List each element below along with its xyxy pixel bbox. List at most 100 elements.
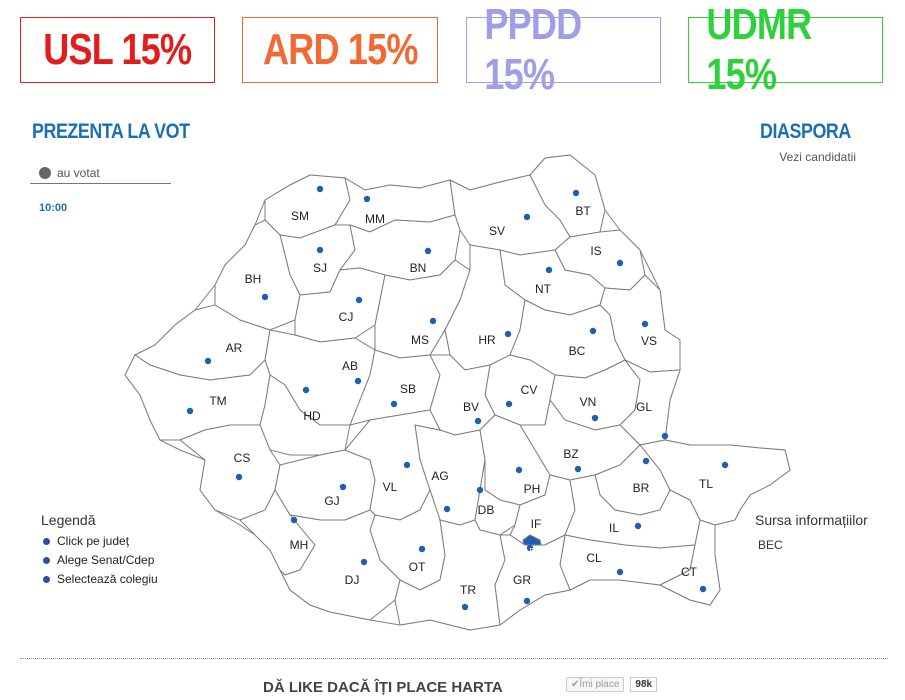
county-marker-tr[interactable] [461, 603, 469, 611]
legend-item-label: Alege Senat/Cdep [57, 553, 155, 567]
turnout-time[interactable]: 10:00 [39, 202, 68, 214]
county-marker-bv[interactable] [474, 417, 482, 425]
county-marker-gr[interactable] [523, 597, 531, 605]
voted-toggle[interactable]: au votat [30, 162, 171, 184]
legend-item-senate: Alege Senat/Cdep [43, 553, 158, 567]
county-label-hr: HR [478, 333, 496, 347]
county-label-ph: PH [524, 482, 541, 496]
county-marker-nt[interactable] [545, 266, 553, 274]
county-marker-ot[interactable] [418, 545, 426, 553]
party-ppdd-button[interactable]: PPDD 15% [466, 0, 661, 99]
county-marker-mm[interactable] [363, 195, 371, 203]
county-marker-vs[interactable] [641, 320, 649, 328]
county-label-db: DB [478, 503, 495, 517]
party-udmr-button[interactable]: UDMR 15% [688, 0, 883, 99]
like-count: 98k [630, 677, 658, 692]
county-marker-bc[interactable] [589, 327, 597, 335]
bullet-icon [43, 556, 50, 564]
county-marker-vn[interactable] [591, 414, 599, 422]
county-label-mm: MM [365, 212, 385, 226]
county-label-ab: AB [342, 359, 358, 373]
facebook-like: ✔Îmi place 98k [566, 677, 658, 692]
county-label-vn: VN [580, 395, 597, 409]
county-label-tl: TL [699, 477, 713, 491]
like-button[interactable]: ✔Îmi place [566, 677, 625, 692]
county-label-ct: CT [681, 565, 698, 579]
county-marker-mh[interactable] [290, 516, 298, 524]
county-marker-ct[interactable] [699, 585, 707, 593]
county-marker-ms[interactable] [429, 317, 437, 325]
county-label-gr: GR [513, 573, 531, 587]
county-marker-cj[interactable] [355, 296, 363, 304]
county-marker-cv[interactable] [505, 400, 513, 408]
county-marker-ar[interactable] [204, 357, 212, 365]
county-label-bh: BH [245, 272, 262, 286]
county-label-ms: MS [411, 333, 429, 347]
county-marker-il[interactable] [634, 522, 642, 530]
county-bv[interactable] [429, 354, 496, 436]
county-marker-bt[interactable] [572, 189, 580, 197]
county-marker-if[interactable] [526, 544, 534, 552]
divider [20, 658, 888, 659]
county-label-ag: AG [431, 469, 448, 483]
legend-item-label: Click pe județ [57, 534, 130, 548]
county-marker-gj[interactable] [339, 483, 347, 491]
voted-label: au votat [57, 165, 100, 180]
county-marker-dj[interactable] [360, 558, 368, 566]
county-marker-ab[interactable] [354, 377, 362, 385]
romania-county-map: SM MM BT SV SJ BN IS BH NT CJ VS MS HR BC AR AB SB CV VN GL… [124, 154, 791, 631]
like-button-label: Îmi place [579, 679, 620, 690]
county-label-dj: DJ [345, 573, 360, 587]
county-label-vs: VS [641, 334, 657, 348]
county-marker-tm[interactable] [186, 407, 194, 415]
party-ard-button[interactable]: ARD 15% [242, 17, 438, 83]
county-marker-sm[interactable] [316, 185, 324, 193]
county-marker-gl[interactable] [661, 432, 669, 440]
county-label-tm: TM [209, 394, 226, 408]
county-marker-br[interactable] [642, 457, 650, 465]
county-label-tr: TR [460, 583, 476, 597]
diaspora-candidates-link[interactable]: Vezi candidatii [779, 150, 856, 164]
county-marker-hd[interactable] [302, 386, 310, 394]
county-ct[interactable] [658, 519, 721, 606]
county-marker-bn[interactable] [424, 247, 432, 255]
county-label-bv: BV [463, 400, 479, 414]
county-marker-sv[interactable] [523, 213, 531, 221]
legend-item-click-county: Click pe județ [43, 534, 158, 548]
county-marker-db[interactable] [476, 486, 484, 494]
county-marker-sb[interactable] [390, 400, 398, 408]
county-label-gl: GL [636, 400, 652, 414]
county-marker-vl[interactable] [403, 461, 411, 469]
county-marker-ag[interactable] [443, 505, 451, 513]
county-label-bc: BC [569, 344, 586, 358]
county-gr[interactable] [494, 534, 571, 626]
bullet-icon [43, 575, 50, 583]
county-marker-ph[interactable] [515, 466, 523, 474]
county-marker-bh[interactable] [261, 293, 269, 301]
county-label-sb: SB [400, 382, 416, 396]
county-tr[interactable] [394, 519, 506, 631]
legend-title: Legendă [41, 512, 96, 528]
party-usl-button[interactable]: USL 15% [20, 17, 215, 83]
party-udmr-label: UDMR 15% [706, 0, 812, 99]
county-label-nt: NT [535, 282, 552, 296]
voted-dot-icon [39, 166, 51, 179]
county-marker-hr[interactable] [504, 330, 512, 338]
county-dj[interactable] [279, 509, 401, 621]
county-cs[interactable] [179, 424, 281, 521]
county-marker-cl[interactable] [616, 568, 624, 576]
county-marker-tl[interactable] [721, 461, 729, 469]
county-marker-sj[interactable] [316, 246, 324, 254]
county-marker-is[interactable] [616, 259, 624, 267]
party-usl-label: USL 15% [43, 25, 192, 74]
county-label-gj: GJ [324, 494, 339, 508]
legend-item-college: Selectează colegiu [43, 572, 158, 586]
turnout-title[interactable]: PREZENTA LA VOT [32, 120, 190, 143]
county-label-mh: MH [290, 538, 309, 552]
county-marker-bz[interactable] [574, 465, 582, 473]
county-marker-cs[interactable] [235, 473, 243, 481]
check-icon: ✔ [571, 679, 580, 690]
diaspora-title[interactable]: DIASPORA [760, 120, 851, 143]
county-label-sj: SJ [313, 261, 327, 275]
county-db[interactable] [474, 459, 521, 536]
